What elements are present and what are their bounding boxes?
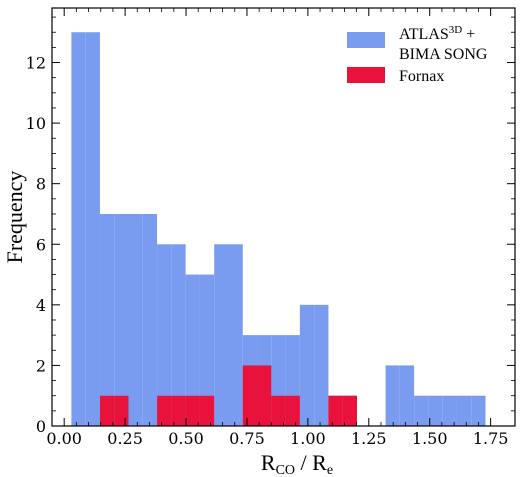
bar-atlas-0 [71, 32, 86, 427]
atlas-bars [71, 32, 486, 427]
y-tick-label: 8 [36, 175, 46, 194]
y-tick-label: 10 [26, 114, 46, 133]
bar-fornax-13 [257, 365, 272, 426]
bar-fornax-2 [99, 395, 115, 426]
bar-atlas-17 [314, 304, 329, 426]
bar-atlas-2 [99, 213, 115, 426]
x-tick-label: 1.75 [473, 429, 509, 448]
legend: ATLAS3D + BIMA SONG Fornax [347, 24, 488, 85]
bar-atlas-22 [385, 365, 400, 426]
bar-fornax-6 [157, 395, 172, 426]
legend-label-atlas-line2: BIMA SONG [399, 46, 488, 63]
bar-atlas-24 [414, 395, 429, 426]
bar-atlas-16 [299, 304, 315, 426]
bar-atlas-28 [471, 395, 486, 426]
bar-fornax-12 [242, 365, 258, 426]
bar-atlas-5 [142, 213, 158, 426]
legend-label-fornax: Fornax [399, 68, 444, 85]
axis-ticks: 0.00 0.25 0.50 0.75 1.00 1.25 1.50 1.75 0 2 4 6 8 10 1… [26, 8, 515, 448]
y-tick-label: 6 [36, 235, 46, 254]
bar-fornax-9 [199, 395, 215, 426]
bar-atlas-9 [199, 274, 215, 426]
bar-atlas-7 [171, 244, 186, 426]
bar-fornax-18 [328, 395, 343, 426]
legend-swatch-fornax [347, 67, 385, 83]
y-tick-label: 4 [36, 296, 46, 315]
bar-atlas-25 [428, 395, 443, 426]
legend-swatch-atlas [347, 32, 385, 48]
bar-fornax-7 [171, 395, 186, 426]
bar-fornax-15 [285, 395, 300, 426]
x-tick-label: 0.00 [46, 429, 82, 448]
y-tick-label: 2 [36, 356, 46, 375]
x-tick-label: 0.25 [107, 429, 143, 448]
legend-label-atlas: ATLAS3D + [399, 24, 475, 43]
bar-atlas-6 [157, 244, 172, 426]
x-tick-label: 1.50 [412, 429, 448, 448]
bar-atlas-11 [228, 244, 243, 426]
bar-atlas-27 [456, 395, 472, 426]
bar-atlas-26 [442, 395, 457, 426]
bar-atlas-4 [128, 213, 143, 426]
bar-atlas-8 [185, 274, 200, 426]
y-axis-title: Frequency [2, 171, 27, 264]
x-tick-label: 1.25 [351, 429, 387, 448]
fornax-bars [99, 365, 357, 426]
bar-fornax-8 [185, 395, 200, 426]
bar-atlas-23 [399, 365, 415, 426]
x-tick-label: 0.75 [229, 429, 265, 448]
bar-fornax-19 [342, 395, 357, 426]
x-tick-label: 0.50 [168, 429, 204, 448]
bar-fornax-14 [271, 395, 286, 426]
x-tick-label: 1.00 [290, 429, 326, 448]
x-axis-title: RCO / Re [261, 450, 333, 477]
bar-atlas-10 [214, 244, 229, 426]
y-tick-label: 12 [26, 54, 46, 73]
bar-atlas-1 [85, 32, 100, 427]
bar-fornax-3 [114, 395, 129, 426]
bar-atlas-3 [114, 213, 129, 426]
y-tick-label: 0 [36, 417, 46, 436]
